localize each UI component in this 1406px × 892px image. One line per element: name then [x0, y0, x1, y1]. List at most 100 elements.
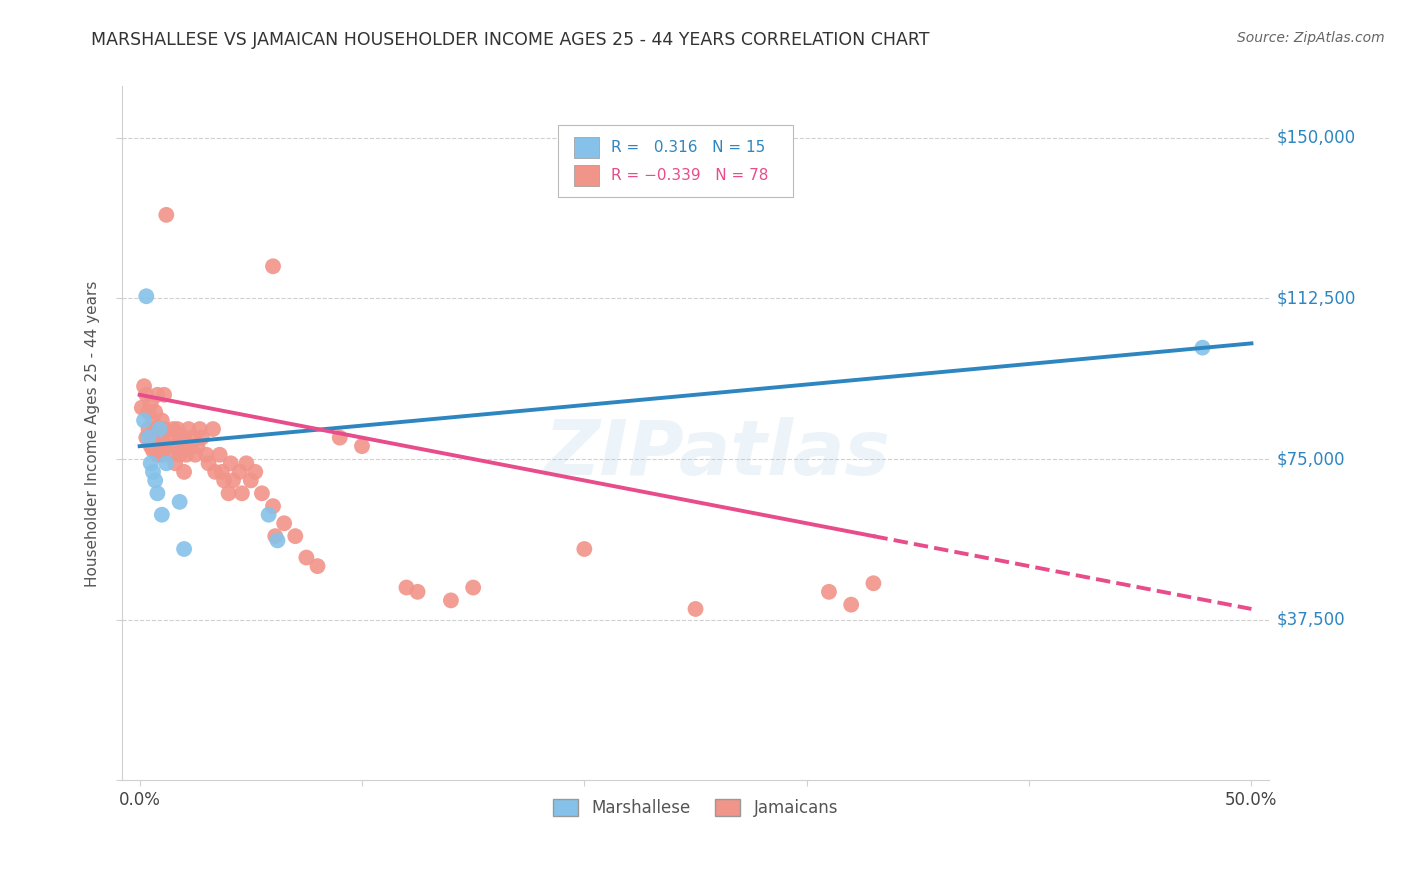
Point — [143, 422, 166, 436]
Point — [165, 439, 187, 453]
Point — [143, 405, 166, 419]
Point — [239, 474, 262, 488]
Text: $37,500: $37,500 — [1277, 611, 1346, 629]
Point — [165, 456, 187, 470]
Point — [135, 388, 157, 402]
Point — [208, 448, 231, 462]
Y-axis label: Householder Income Ages 25 - 44 years: Householder Income Ages 25 - 44 years — [86, 280, 100, 587]
Point — [685, 602, 707, 616]
Point — [839, 598, 862, 612]
Text: $112,500: $112,500 — [1277, 289, 1355, 308]
Text: MARSHALLESE VS JAMAICAN HOUSEHOLDER INCOME AGES 25 - 44 YEARS CORRELATION CHART: MARSHALLESE VS JAMAICAN HOUSEHOLDER INCO… — [91, 31, 929, 49]
Point — [149, 439, 172, 453]
Point — [132, 413, 155, 427]
Point — [219, 456, 242, 470]
Point — [257, 508, 280, 522]
Point — [149, 422, 172, 436]
Point — [235, 456, 257, 470]
Point — [155, 208, 177, 222]
FancyBboxPatch shape — [558, 125, 793, 197]
Point — [284, 529, 307, 543]
Point — [170, 439, 193, 453]
Bar — [574, 136, 599, 158]
Point — [153, 422, 176, 436]
Point — [818, 584, 841, 599]
Point — [245, 465, 267, 479]
Point — [329, 431, 352, 445]
Point — [139, 396, 162, 410]
Text: $150,000: $150,000 — [1277, 128, 1355, 147]
Point — [264, 529, 287, 543]
Point — [155, 456, 177, 470]
Point — [440, 593, 463, 607]
Point — [138, 431, 160, 445]
Text: R = −0.339   N = 78: R = −0.339 N = 78 — [610, 168, 768, 183]
Text: $75,000: $75,000 — [1277, 450, 1344, 468]
Point — [197, 456, 219, 470]
Point — [1191, 341, 1213, 355]
Point — [307, 559, 329, 574]
Point — [177, 422, 200, 436]
Text: Source: ZipAtlas.com: Source: ZipAtlas.com — [1237, 31, 1385, 45]
Point — [188, 422, 211, 436]
Point — [222, 474, 245, 488]
Point — [139, 439, 162, 453]
Point — [273, 516, 295, 531]
Point — [262, 499, 284, 513]
Point — [191, 431, 214, 445]
Point — [142, 413, 165, 427]
Legend: Marshallese, Jamaicans: Marshallese, Jamaicans — [546, 792, 845, 824]
Point — [231, 486, 253, 500]
Point — [173, 431, 195, 445]
Point — [150, 448, 173, 462]
Point — [173, 465, 195, 479]
Point — [146, 486, 169, 500]
Point — [862, 576, 884, 591]
Point — [395, 581, 418, 595]
Point — [153, 388, 176, 402]
Point — [142, 443, 165, 458]
Point — [186, 439, 208, 453]
Point — [180, 439, 202, 453]
Point — [162, 422, 184, 436]
Point — [211, 465, 233, 479]
Point — [139, 456, 162, 470]
Point — [143, 439, 166, 453]
Point — [135, 431, 157, 445]
Point — [169, 448, 191, 462]
Text: ZIPatlas: ZIPatlas — [546, 417, 891, 491]
Point — [250, 486, 273, 500]
Point — [159, 448, 181, 462]
Point — [142, 426, 165, 441]
Point — [204, 465, 226, 479]
Point — [228, 465, 250, 479]
Point — [350, 439, 373, 453]
Point — [574, 541, 596, 556]
Point — [149, 422, 172, 436]
Point — [201, 422, 224, 436]
Point — [169, 495, 191, 509]
Point — [176, 448, 198, 462]
Point — [295, 550, 318, 565]
Text: R =   0.316   N = 15: R = 0.316 N = 15 — [610, 140, 765, 154]
Point — [169, 431, 191, 445]
Point — [218, 486, 240, 500]
Point — [132, 379, 155, 393]
Point — [406, 584, 429, 599]
Point — [184, 448, 207, 462]
Point — [142, 465, 165, 479]
Point — [195, 448, 218, 462]
Point — [166, 422, 188, 436]
Point — [155, 439, 177, 453]
Point — [212, 474, 235, 488]
Point — [150, 431, 173, 445]
Point — [135, 289, 157, 303]
Bar — [574, 165, 599, 186]
Point — [150, 508, 173, 522]
Point — [173, 541, 195, 556]
Point — [143, 474, 166, 488]
Point — [157, 431, 180, 445]
Point — [131, 401, 153, 415]
Point — [181, 431, 204, 445]
Point — [138, 405, 160, 419]
